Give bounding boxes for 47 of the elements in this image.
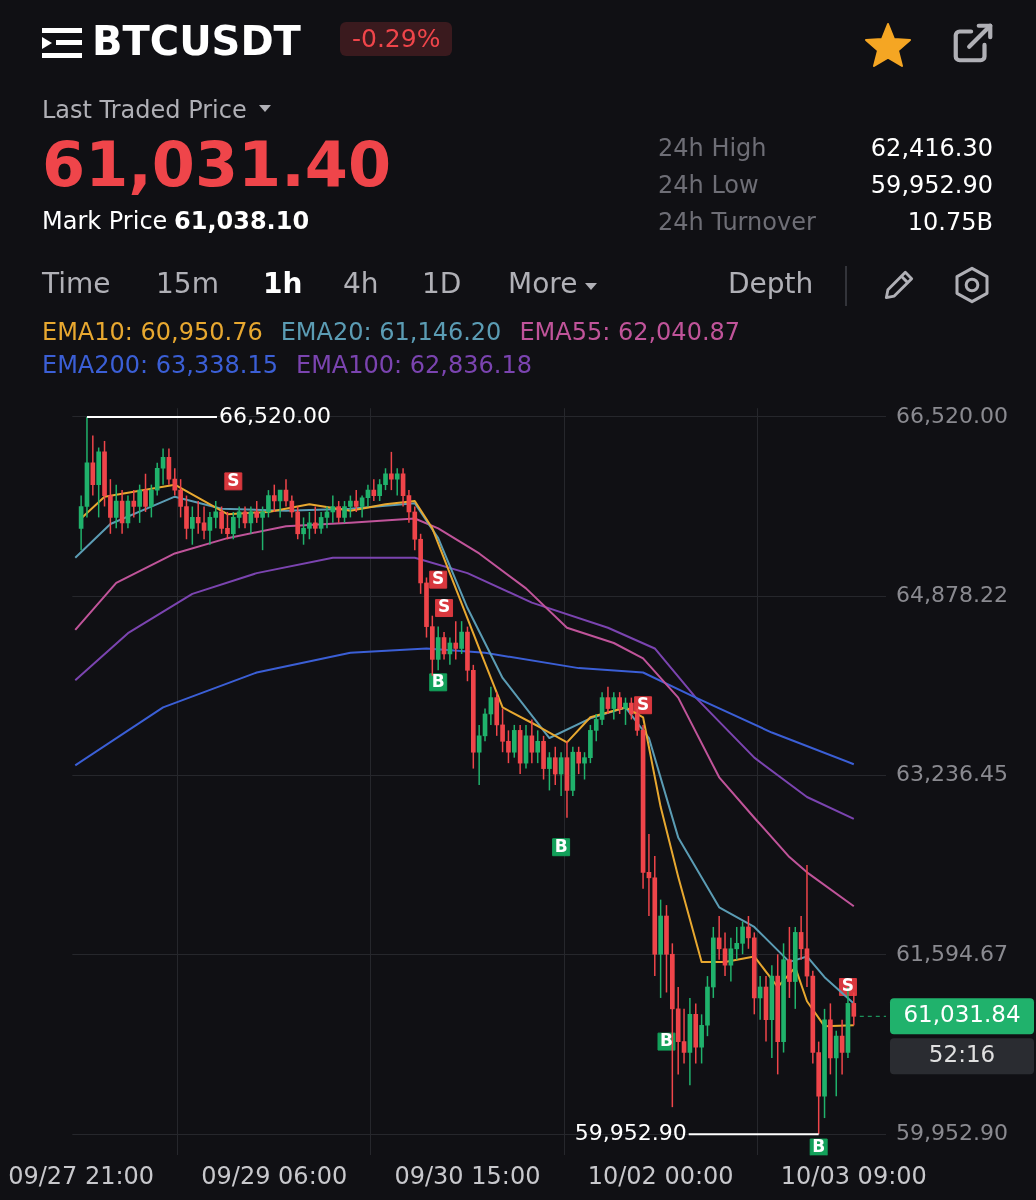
y-tick-label: 61,594.67 bbox=[896, 940, 1008, 966]
candlestick bbox=[389, 451, 394, 491]
text: 52:16 bbox=[928, 1041, 996, 1068]
text: 1D bbox=[422, 267, 462, 301]
data-label: S bbox=[437, 596, 451, 617]
text: 24h Low bbox=[658, 171, 759, 200]
text: 61,031.40 bbox=[42, 128, 392, 203]
ref-line-label: 61,031.84 bbox=[903, 1001, 1021, 1028]
x-tick-label: 09/30 15:00 bbox=[394, 1161, 541, 1190]
text: 4h bbox=[343, 267, 379, 301]
text: 10.75B bbox=[907, 208, 993, 237]
text: Last Traded Price bbox=[42, 96, 247, 125]
text: Time bbox=[42, 267, 111, 301]
text: EMA55: 62,040.87 bbox=[519, 318, 741, 347]
data-label: B bbox=[812, 1135, 826, 1156]
x-tick-label: 10/03 09:00 bbox=[780, 1161, 927, 1190]
x-tick-label: 09/29 06:00 bbox=[201, 1161, 348, 1190]
annotation: 59,952.90 bbox=[574, 1119, 687, 1145]
text: More bbox=[508, 267, 578, 301]
data-label: S bbox=[841, 975, 855, 996]
data-label: B bbox=[431, 670, 445, 691]
text: 1h bbox=[263, 267, 303, 301]
text: EMA200: 63,338.15 bbox=[42, 350, 278, 380]
text: 61,038.10 bbox=[174, 207, 310, 236]
text: 24h High bbox=[658, 134, 767, 163]
text: 62,416.30 bbox=[870, 134, 993, 163]
text: EMA10: 60,950.76 bbox=[42, 318, 263, 347]
text: -0.29% bbox=[340, 22, 453, 56]
data-label: S bbox=[636, 693, 650, 714]
data-label: S bbox=[227, 469, 240, 490]
data-label: S bbox=[432, 568, 445, 589]
y-tick-label: 63,236.45 bbox=[896, 761, 1008, 787]
y-tick-label: 59,952.90 bbox=[896, 1119, 1008, 1145]
x-tick-label: 10/02 00:00 bbox=[587, 1161, 734, 1190]
y-tick-label: 66,520.00 bbox=[896, 402, 1008, 428]
y-tick-label: 64,878.22 bbox=[896, 581, 1008, 607]
text: Mark Price bbox=[42, 207, 168, 236]
chart-title: BTCUSDT bbox=[92, 18, 301, 64]
text: Depth bbox=[728, 267, 814, 301]
annotation: 66,520.00 bbox=[218, 402, 331, 428]
data-label: B bbox=[554, 835, 568, 856]
x-tick-label: 09/27 21:00 bbox=[8, 1161, 155, 1190]
text: 15m bbox=[156, 267, 219, 301]
text: EMA20: 61,146.20 bbox=[280, 318, 502, 347]
text: 24h Turnover bbox=[658, 208, 816, 237]
text: EMA100: 62,836.18 bbox=[295, 350, 532, 380]
data-label: B bbox=[660, 1030, 673, 1051]
